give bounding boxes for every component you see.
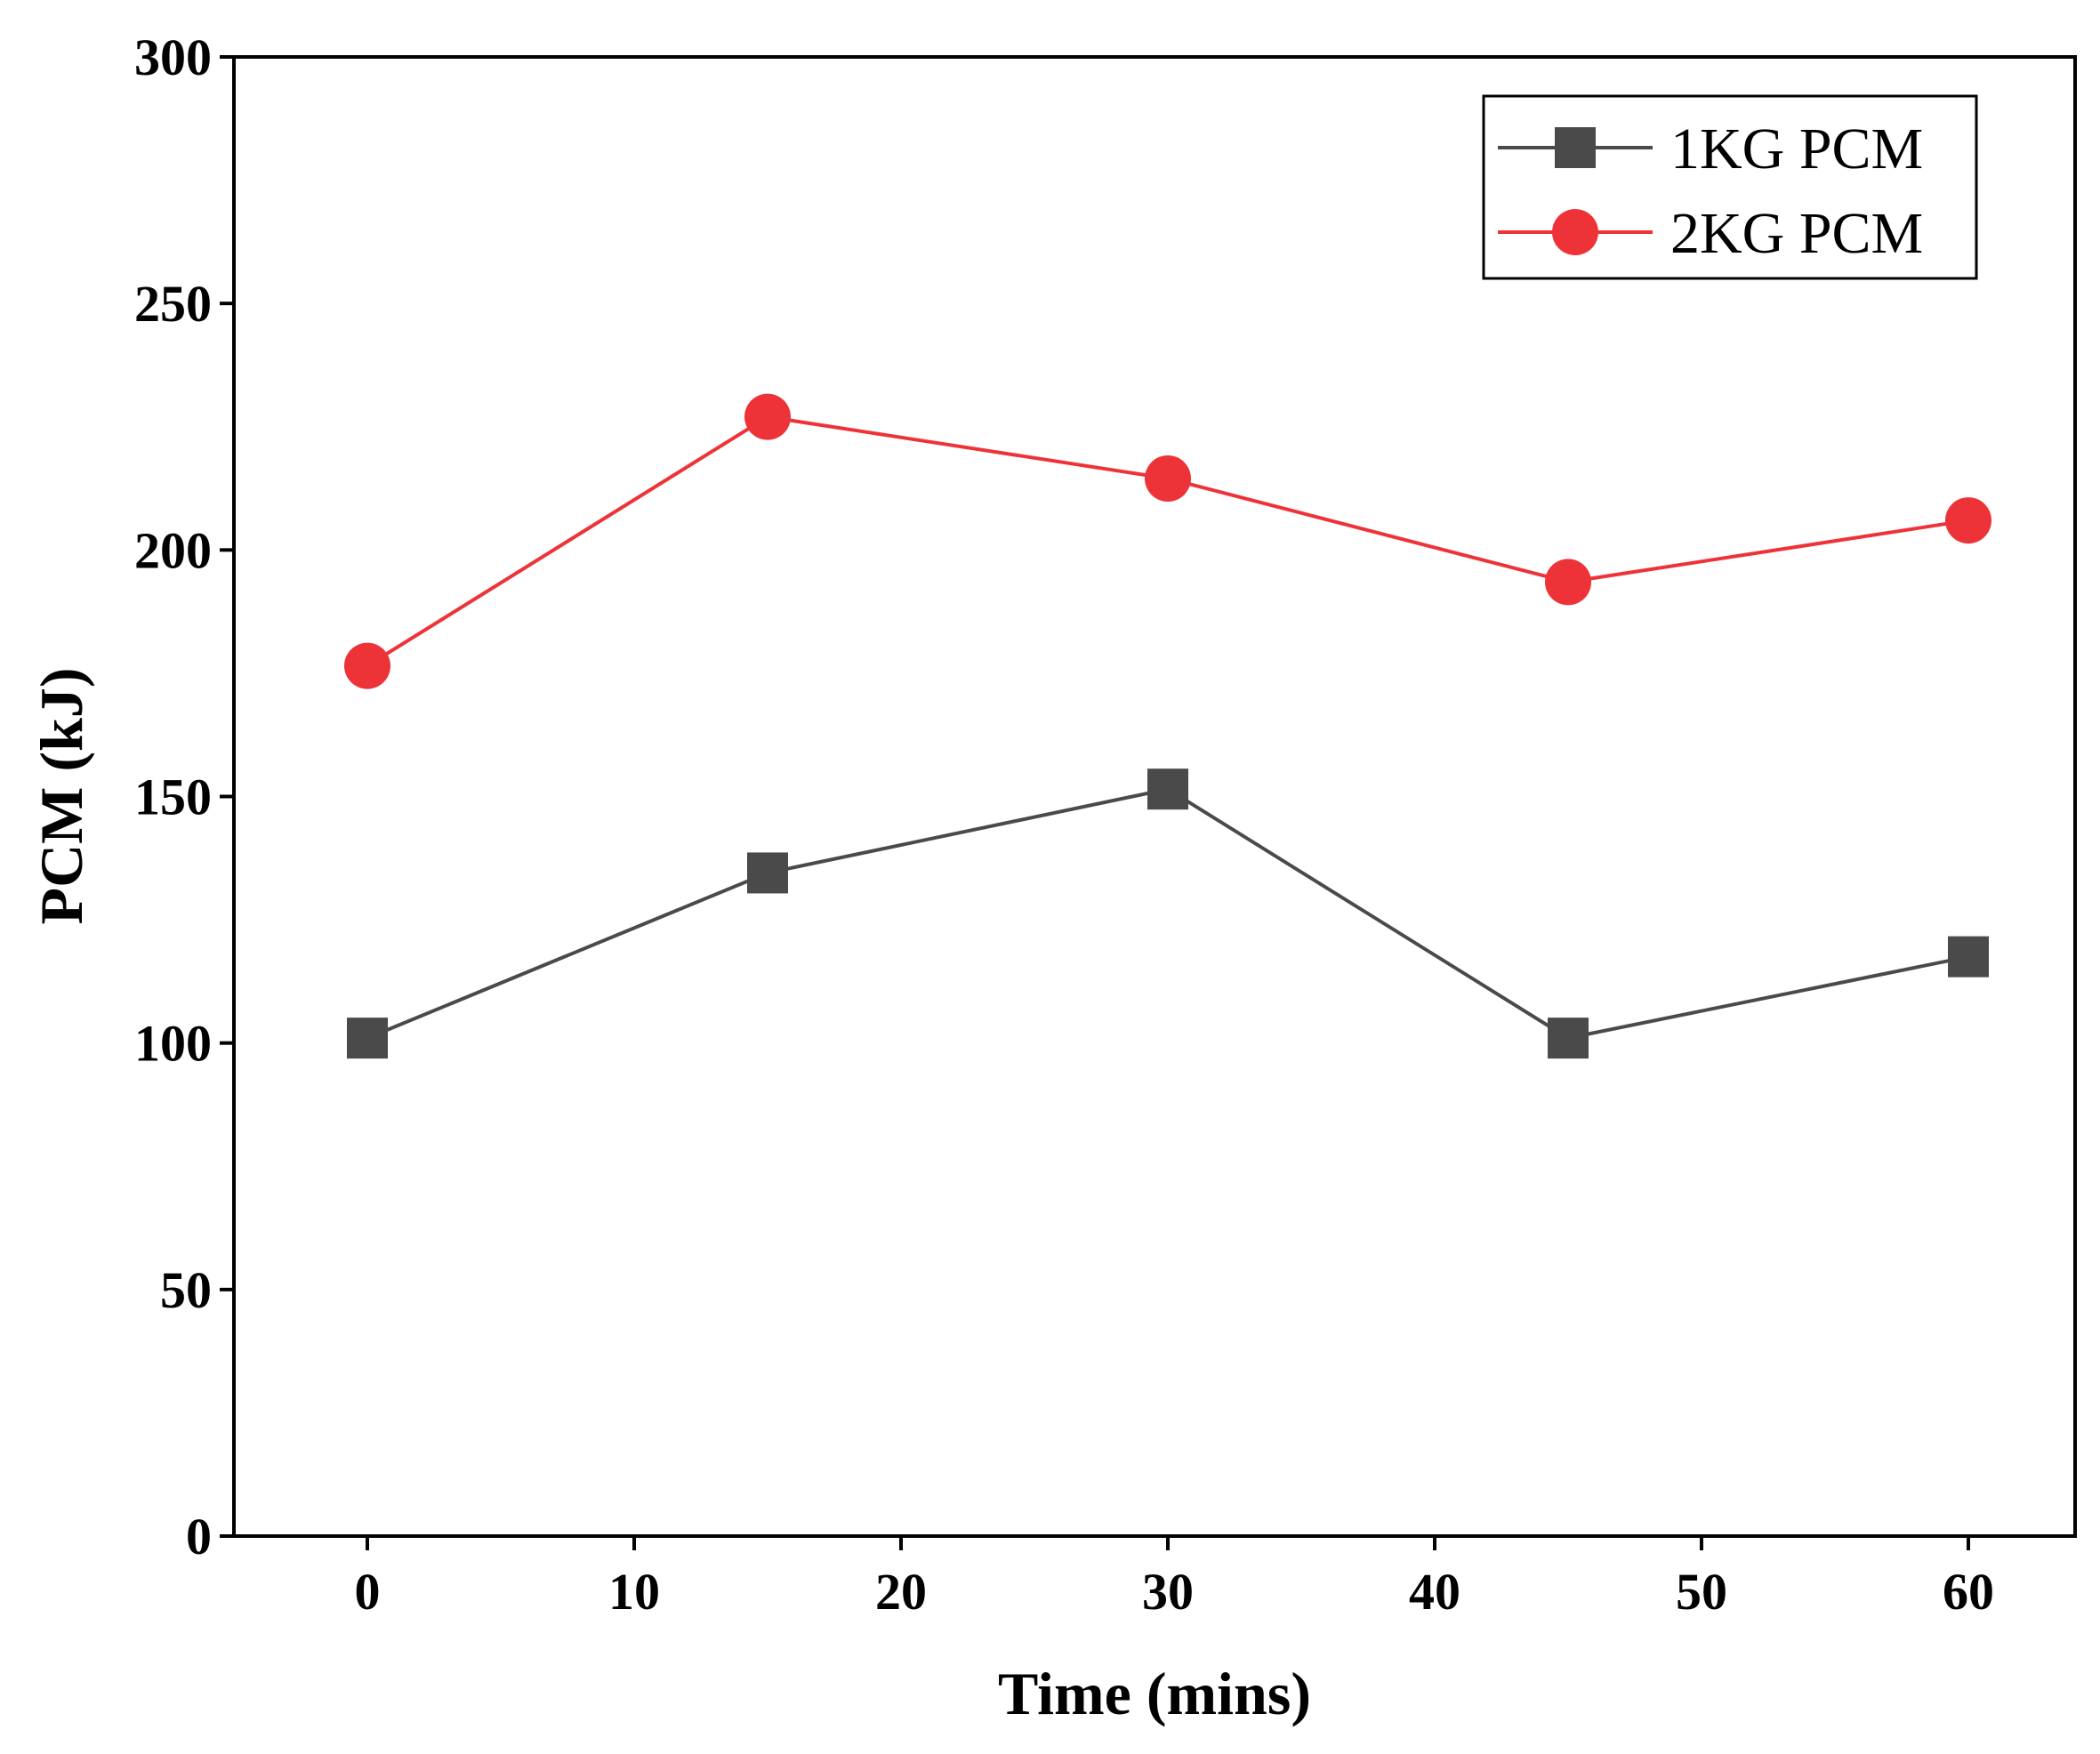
data-point bbox=[1548, 1018, 1589, 1059]
plot-frame bbox=[232, 55, 2077, 1538]
legend-marker bbox=[1555, 127, 1596, 168]
legend-marker bbox=[1552, 209, 1598, 255]
series-1 bbox=[347, 768, 1989, 1059]
x-tick-label: 40 bbox=[1409, 1563, 1460, 1621]
data-point bbox=[1147, 768, 1188, 810]
y-axis-title: PCM (kJ) bbox=[28, 668, 95, 925]
x-tick-label: 0 bbox=[355, 1563, 381, 1621]
data-point bbox=[1545, 559, 1591, 606]
x-tick-label: 50 bbox=[1676, 1563, 1727, 1621]
data-point bbox=[1945, 497, 1991, 544]
legend: 1KG PCM 2KG PCM bbox=[1482, 94, 1978, 280]
y-tick-label: 250 bbox=[134, 275, 212, 333]
data-point bbox=[1948, 936, 1989, 978]
x-tick-label: 10 bbox=[608, 1563, 660, 1621]
data-point bbox=[744, 393, 791, 440]
y-tick-label: 50 bbox=[160, 1261, 212, 1319]
series-2 bbox=[344, 393, 1991, 689]
legend-label: 1KG PCM bbox=[1670, 117, 1923, 181]
y-tick-label: 200 bbox=[134, 521, 212, 579]
legend-label: 2KG PCM bbox=[1670, 201, 1923, 266]
series-line bbox=[366, 414, 1969, 668]
x-axis-title: Time (mins) bbox=[998, 1660, 1311, 1727]
series-line bbox=[366, 787, 1969, 1041]
y-tick-label: 150 bbox=[134, 768, 212, 826]
series-layer bbox=[344, 393, 1991, 1059]
data-point bbox=[1145, 455, 1191, 502]
x-tick-label: 30 bbox=[1142, 1563, 1194, 1621]
y-tick-label: 0 bbox=[186, 1508, 212, 1565]
x-tick-label: 60 bbox=[1943, 1563, 1994, 1621]
data-point bbox=[347, 1018, 388, 1059]
y-tick-label: 100 bbox=[134, 1015, 212, 1073]
y-tick-label: 300 bbox=[134, 28, 212, 86]
x-tick-label: 20 bbox=[875, 1563, 927, 1621]
data-point bbox=[747, 852, 788, 894]
ticks-layer: 0 10 20 30 40 50 60 0 50 100 150 200 250 300 bbox=[134, 28, 1994, 1621]
data-point bbox=[344, 642, 390, 689]
